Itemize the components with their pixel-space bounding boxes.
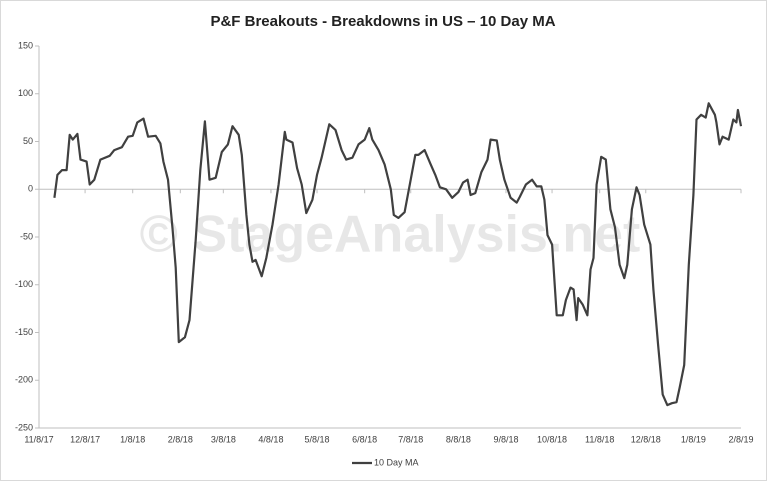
y-tick-label: -250 [15, 422, 33, 432]
y-tick-label: 50 [23, 136, 33, 146]
x-tick-label: 1/8/19 [681, 434, 706, 444]
y-tick-label: -200 [15, 375, 33, 385]
series-line [53, 102, 743, 407]
y-tick-label: -150 [15, 327, 33, 337]
legend-label: 10 Day MA [374, 457, 419, 467]
y-tick-label: 0 [28, 184, 33, 194]
x-tick-label: 12/8/18 [631, 434, 661, 444]
x-tick-label: 5/8/18 [305, 434, 330, 444]
x-tick-label: 6/8/18 [352, 434, 377, 444]
watermark: © StageAnalysis.net [140, 206, 641, 264]
y-tick-label: -50 [20, 231, 33, 241]
y-tick-label: -100 [15, 279, 33, 289]
x-tick-label: 10/8/18 [537, 434, 567, 444]
x-tick-label: 1/8/18 [120, 434, 145, 444]
x-tick-label: 7/8/18 [398, 434, 423, 444]
x-tick-label: 3/8/18 [211, 434, 236, 444]
y-tick-label: 100 [18, 88, 33, 98]
x-tick-label: 4/8/18 [258, 434, 283, 444]
x-tick-label: 11/8/18 [585, 434, 614, 444]
x-tick-label: 2/8/18 [168, 434, 193, 444]
x-tick-label: 12/8/17 [70, 434, 100, 444]
chart-title: P&F Breakouts - Breakdowns in US – 10 Da… [210, 13, 555, 30]
y-tick-label: 150 [18, 40, 33, 50]
x-tick-label: 8/8/18 [446, 434, 471, 444]
x-tick-label: 11/8/17 [24, 434, 53, 444]
x-tick-label: 9/8/18 [493, 434, 518, 444]
x-tick-label: 2/8/19 [728, 434, 753, 444]
